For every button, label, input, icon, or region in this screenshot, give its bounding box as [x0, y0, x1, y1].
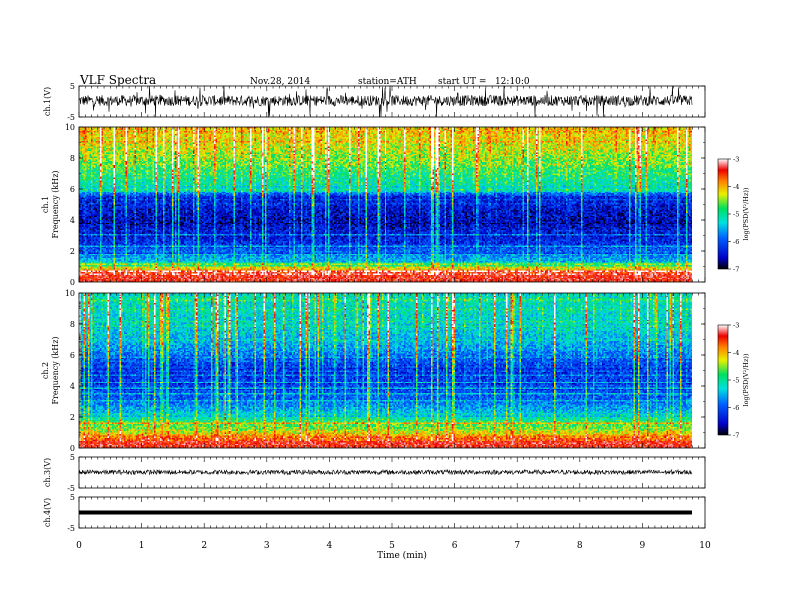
x-tick-label: 0 — [76, 541, 82, 551]
y-tick-label: 8 — [70, 320, 75, 329]
colorbar-label: log(PSD(V²/Hz)) — [742, 187, 750, 240]
x-tick-label: 7 — [514, 541, 520, 551]
x-tick-label: 8 — [577, 541, 583, 551]
y-tick-label: 2 — [70, 413, 75, 422]
colorbar-tick-label: -6 — [733, 404, 739, 412]
ch1-colorbar: -3 -4 -5 -6 -7 log(PSD(V²/Hz)) — [717, 156, 750, 274]
y-axis-label-channel: ch.2 — [41, 362, 50, 379]
colorbar-tick-label: -3 — [733, 156, 739, 164]
y-tick-label: 4 — [70, 382, 75, 391]
ch2-colorbar: -3 -4 -5 -6 -7 log(PSD(V²/Hz)) — [717, 322, 750, 440]
y-tick-label: -5 — [67, 524, 75, 533]
ch1-spectrogram-panel: 0 2 4 6 8 10 ch.1 Frequency (kHz) — [41, 123, 706, 287]
y-tick-label: 0 — [70, 444, 75, 453]
y-axis-label: ch.4(V) — [43, 498, 52, 527]
y-tick-label: 6 — [70, 351, 75, 360]
colorbar-label: log(PSD(V²/Hz)) — [742, 353, 750, 406]
x-tick-label: 10 — [699, 541, 711, 551]
colorbar-tick-label: -4 — [733, 183, 739, 191]
time-axis: 0 1 2 3 4 5 6 7 8 9 10 — [76, 541, 711, 551]
y-tick-label: 10 — [65, 289, 75, 298]
y-tick-label: 4 — [70, 216, 75, 225]
colorbar-tick-label: -5 — [733, 211, 739, 219]
y-tick-label: -5 — [67, 484, 75, 493]
colorbar-scale — [717, 158, 729, 270]
y-tick-label: 6 — [70, 185, 75, 194]
ch2-spectrogram-panel: 0 2 4 6 8 10 ch.2 Frequency (kHz) — [41, 289, 706, 453]
y-tick-label: 5 — [70, 453, 75, 462]
spectrogram-image — [79, 293, 692, 448]
colorbar-tick-label: -4 — [733, 349, 739, 357]
date-label: Nov.28, 2014 — [250, 77, 311, 87]
x-tick-label: 9 — [640, 541, 646, 551]
ch3-waveform-panel: 5 -5 ch.3(V) — [43, 453, 706, 493]
waveform-trace — [78, 468, 693, 476]
y-tick-label: 5 — [70, 82, 75, 91]
spectrogram-image — [79, 127, 692, 282]
y-tick-label: 5 — [70, 493, 75, 502]
x-tick-label: 5 — [389, 541, 395, 551]
y-axis-label: ch.1(V) — [43, 87, 52, 116]
y-axis-label-frequency: Frequency (kHz) — [51, 170, 60, 238]
x-tick-label: 4 — [327, 541, 333, 551]
colorbar-tick-label: -5 — [733, 377, 739, 385]
y-tick-label: 0 — [70, 278, 75, 287]
y-tick-label: 2 — [70, 247, 75, 256]
x-tick-label: 6 — [452, 541, 458, 551]
y-tick-label: 10 — [65, 123, 75, 132]
x-tick-label: 3 — [264, 541, 270, 551]
x-tick-label: 2 — [201, 541, 207, 551]
x-axis-label: Time (min) — [377, 550, 427, 561]
station-label: station=ATH — [358, 77, 417, 87]
colorbar-tick-label: -7 — [733, 266, 739, 274]
ch1-waveform-panel: 5 -5 ch.1(V) — [43, 82, 706, 122]
colorbar-tick-label: -3 — [733, 322, 739, 330]
figure-title: VLF Spectra — [79, 73, 156, 87]
y-axis-label-frequency: Frequency (kHz) — [51, 336, 60, 404]
waveform-trace — [78, 85, 693, 118]
x-tick-label: 1 — [139, 541, 145, 551]
colorbar-scale — [717, 324, 729, 436]
y-axis-label-channel: ch.1 — [41, 196, 50, 213]
y-tick-label: 8 — [70, 154, 75, 163]
y-tick-label: -5 — [67, 113, 75, 122]
colorbar-tick-label: -7 — [733, 432, 739, 440]
colorbar-tick-label: -6 — [733, 238, 739, 246]
y-axis-label: ch.3(V) — [43, 458, 52, 487]
ch4-waveform-panel: 5 -5 ch.4(V) — [43, 493, 706, 533]
start-ut-label: start UT = 12:10:0 — [438, 77, 530, 87]
